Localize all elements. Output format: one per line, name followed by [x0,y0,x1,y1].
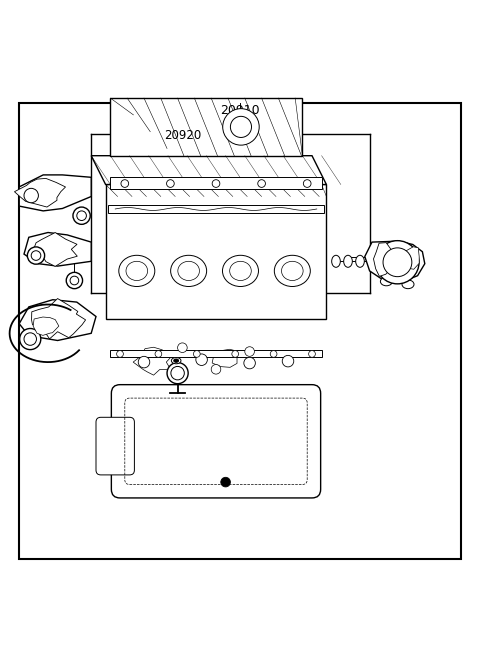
Bar [108,205,324,214]
Ellipse shape [222,256,258,286]
Polygon shape [373,242,393,277]
Polygon shape [19,300,96,340]
Circle shape [221,477,230,487]
Circle shape [178,343,187,353]
Text: 20910: 20910 [220,104,260,117]
Polygon shape [32,298,85,339]
Circle shape [223,108,259,145]
Circle shape [20,328,41,350]
Circle shape [383,248,412,277]
Circle shape [24,189,38,203]
Ellipse shape [368,256,376,267]
Circle shape [232,351,239,357]
Bar [106,185,326,319]
Bar [110,177,322,189]
Circle shape [244,357,255,369]
Ellipse shape [119,256,155,286]
Circle shape [245,347,254,356]
Polygon shape [34,233,77,266]
Circle shape [167,363,188,384]
Text: 20920: 20920 [164,129,201,143]
Circle shape [196,354,207,365]
Ellipse shape [171,256,207,286]
Polygon shape [24,233,91,266]
Circle shape [155,351,162,357]
Ellipse shape [332,256,340,267]
Ellipse shape [174,359,179,363]
Circle shape [70,276,79,285]
Polygon shape [365,241,425,281]
Circle shape [212,180,220,187]
Circle shape [270,351,277,357]
Polygon shape [402,247,419,269]
Circle shape [117,351,123,357]
Circle shape [258,180,265,187]
Ellipse shape [178,261,200,281]
Circle shape [193,351,200,357]
Circle shape [77,211,86,221]
Ellipse shape [171,357,181,364]
Bar [110,350,322,357]
Circle shape [309,351,315,357]
Ellipse shape [281,261,303,281]
Polygon shape [19,175,91,211]
Polygon shape [133,348,172,375]
Bar [110,98,302,156]
Polygon shape [212,350,237,367]
Ellipse shape [380,256,388,267]
Circle shape [171,367,184,380]
Ellipse shape [344,256,352,267]
FancyBboxPatch shape [111,384,321,498]
Circle shape [24,333,36,346]
FancyBboxPatch shape [96,417,134,475]
Polygon shape [14,179,66,207]
Polygon shape [91,156,326,185]
Circle shape [73,207,90,224]
Ellipse shape [229,261,252,281]
Circle shape [303,180,311,187]
Circle shape [376,240,419,284]
Ellipse shape [356,256,364,267]
Ellipse shape [275,256,310,286]
Circle shape [282,355,294,367]
Circle shape [211,365,221,374]
Circle shape [66,273,83,288]
Circle shape [31,251,41,260]
Ellipse shape [402,280,414,288]
Circle shape [138,356,150,368]
Circle shape [27,247,45,264]
Ellipse shape [126,261,148,281]
Circle shape [167,180,174,187]
Circle shape [121,180,129,187]
Polygon shape [33,317,59,335]
Circle shape [230,116,252,137]
Ellipse shape [381,277,393,286]
Ellipse shape [392,256,400,267]
